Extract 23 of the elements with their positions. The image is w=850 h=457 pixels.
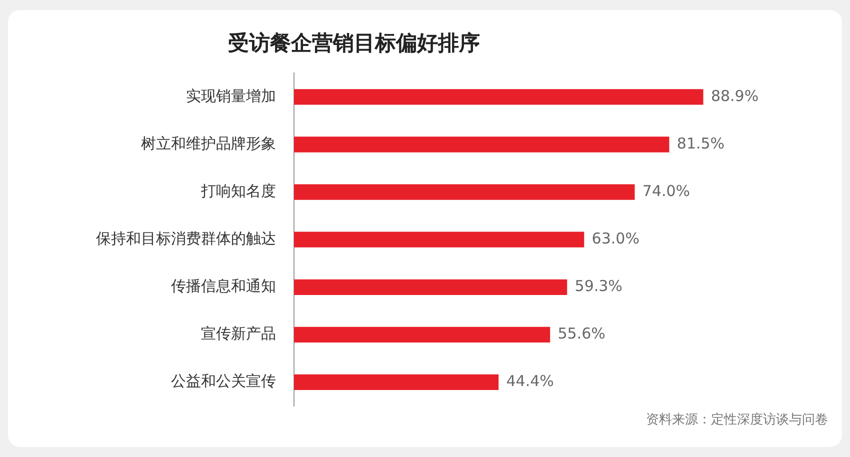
- data-label: 74.0%: [642, 182, 690, 200]
- data-label: 81.5%: [676, 134, 725, 152]
- bar: [294, 374, 499, 390]
- bar: [294, 232, 584, 248]
- y-tick-label: 保持和目标消费群体的触达: [96, 229, 276, 248]
- bar: [294, 136, 670, 152]
- y-tick-label: 树立和维护品牌形象: [141, 134, 276, 152]
- chart-title: 受访餐企营销目标偏好排序: [228, 31, 480, 56]
- text: 资料来源：定性深度访谈与问卷: [646, 411, 828, 428]
- y-tick-label: 打响知名度: [200, 182, 276, 200]
- bar: [294, 279, 568, 295]
- data-label: 88.9%: [710, 86, 759, 105]
- data-label: 59.3%: [574, 277, 622, 296]
- y-tick-label: 公益和公关宣传: [171, 372, 276, 390]
- y-tick-label: 实现销量增加: [186, 86, 276, 105]
- bar: [294, 184, 635, 200]
- data-label: 63.0%: [592, 229, 640, 248]
- data-label: 44.4%: [506, 372, 554, 390]
- bar: [294, 89, 704, 105]
- bar: [294, 326, 550, 343]
- y-tick-label: 宣传新产品: [201, 324, 276, 343]
- data-label: 55.6%: [558, 324, 606, 343]
- y-tick-label: 传播信息和通知: [171, 277, 276, 296]
